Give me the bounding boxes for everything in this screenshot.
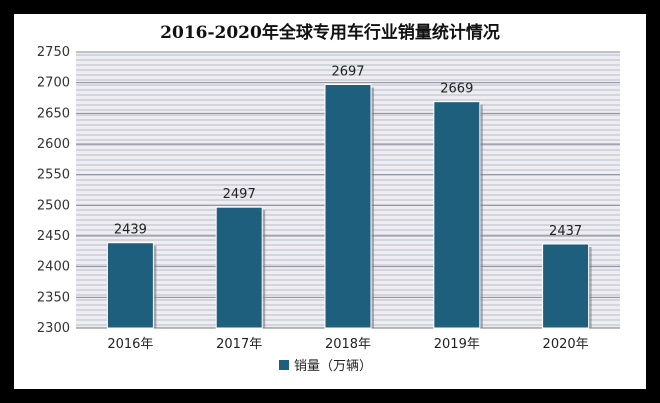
y-tick-label: 2350 bbox=[37, 290, 70, 305]
x-tick-label: 2017年 bbox=[216, 337, 262, 352]
data-label: 2439 bbox=[114, 223, 147, 238]
y-tick-label: 2400 bbox=[37, 260, 70, 275]
y-axis-ticks: 2300 2350 2400 2450 2500 2550 2600 2650 2700 2750 bbox=[37, 45, 70, 336]
y-tick-label: 2500 bbox=[37, 198, 70, 213]
bar bbox=[215, 206, 263, 329]
data-label: 2437 bbox=[549, 224, 582, 239]
x-tick-label: 2019年 bbox=[434, 337, 480, 352]
x-tick-label: 2018年 bbox=[325, 337, 371, 352]
bar bbox=[542, 243, 590, 329]
chart-title: 2016-2020年全球专用车行业销量统计情况 bbox=[160, 22, 500, 43]
y-tick-label: 2650 bbox=[37, 106, 70, 121]
legend-label: 销量（万辆） bbox=[294, 359, 372, 374]
bars bbox=[106, 84, 592, 329]
bar bbox=[324, 84, 372, 329]
data-label: 2497 bbox=[223, 187, 256, 202]
y-tick-label: 2600 bbox=[37, 137, 70, 152]
data-label: 2697 bbox=[331, 65, 364, 80]
legend: 销量（万辆） bbox=[279, 359, 372, 374]
data-labels: 2439 2497 2697 2669 2437 bbox=[114, 65, 582, 239]
y-tick-label: 2750 bbox=[37, 45, 70, 60]
y-tick-label: 2700 bbox=[37, 76, 70, 91]
legend-swatch bbox=[279, 360, 289, 370]
x-tick-label: 2020年 bbox=[543, 337, 589, 352]
x-tick-label: 2016年 bbox=[107, 337, 153, 352]
bar bbox=[106, 242, 154, 329]
y-tick-label: 2550 bbox=[37, 168, 70, 183]
x-axis-ticks: 2016年 2017年 2018年 2019年 2020年 bbox=[107, 337, 588, 352]
data-label: 2669 bbox=[440, 82, 473, 97]
y-tick-label: 2450 bbox=[37, 229, 70, 244]
bar bbox=[433, 101, 481, 329]
y-tick-label: 2300 bbox=[37, 321, 70, 336]
